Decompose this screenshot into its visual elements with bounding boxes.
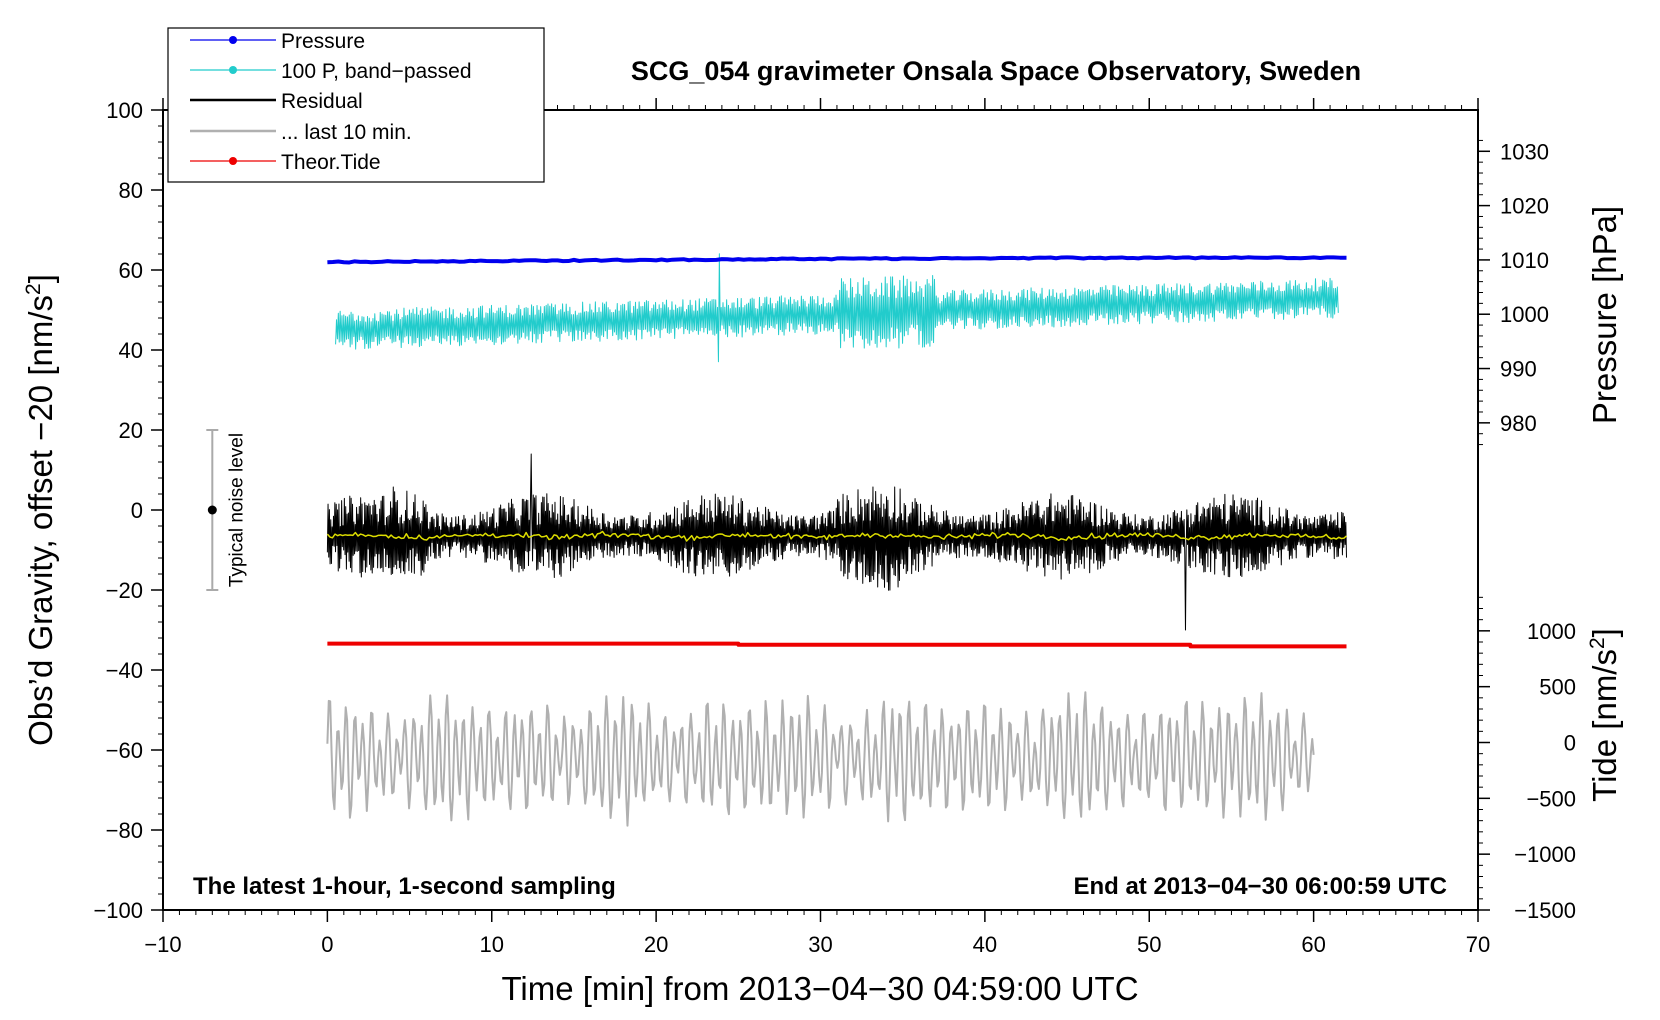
y-tick-label: 20 xyxy=(119,418,143,443)
legend-label-pressure: Pressure xyxy=(281,30,365,53)
y-tick-label: 0 xyxy=(131,498,143,523)
x-tick-label: 50 xyxy=(1137,932,1161,957)
ticks-layer: −10 0 10 20 30 40 50 60 70−100−80−60−40−20020406… xyxy=(93,98,1576,957)
x-tick-label: 70 xyxy=(1466,932,1490,957)
x-tick-label: 30 xyxy=(808,932,832,957)
annotation-bottom-right: End at 2013−04−30 06:00:59 UTC xyxy=(1073,873,1447,900)
y-tick-label: −40 xyxy=(106,658,143,683)
tide-tick-label: −1000 xyxy=(1514,842,1576,867)
x-axis-title: Time [min] from 2013−04−30 04:59:00 UTC xyxy=(501,970,1138,1007)
tide-tick-label: −1500 xyxy=(1514,898,1576,923)
y-tick-label: 100 xyxy=(106,98,143,123)
legend: Pressure 100 P, band−passed Residual ...… xyxy=(167,27,545,183)
legend-label-last-10-min: ... last 10 min. xyxy=(281,121,412,144)
series-residual-smoothed xyxy=(326,530,1347,542)
x-tick-label: 10 xyxy=(480,932,504,957)
legend-entry-last-10-min: ... last 10 min. xyxy=(190,121,412,144)
tide-tick-label: 500 xyxy=(1539,675,1576,700)
y-tick-label: −100 xyxy=(93,898,143,923)
legend-label-band-passed: 100 P, band−passed xyxy=(281,60,472,83)
tide-axis-title-close: ] xyxy=(1586,628,1623,637)
pressure-tick-label: 1000 xyxy=(1500,302,1549,327)
legend-marker-theor-tide xyxy=(229,157,237,165)
chart-title: SCG_054 gravimeter Onsala Space Observat… xyxy=(631,56,1361,86)
y-tick-label: −60 xyxy=(106,738,143,763)
legend-marker-band-passed xyxy=(229,66,237,74)
legend-entry-residual: Residual xyxy=(190,90,363,113)
y-tick-label: 40 xyxy=(119,338,143,363)
legend-entry-pressure: Pressure xyxy=(190,30,365,53)
x-tick-label: 40 xyxy=(973,932,997,957)
x-tick-label: 0 xyxy=(321,932,333,957)
series-band-passed xyxy=(335,253,1339,363)
tide-axis-title-exponent: 2 xyxy=(1586,637,1609,649)
pressure-tick-label: 1030 xyxy=(1500,139,1549,164)
x-tick-label: −10 xyxy=(144,932,181,957)
tide-axis-title: Tide [nm/s2] xyxy=(1586,628,1623,802)
noise-bar: Typical noise level xyxy=(206,429,247,591)
noise-bar-center-dot xyxy=(207,505,217,515)
series-layer xyxy=(326,253,1347,827)
pressure-axis-title: Pressure [hPa] xyxy=(1586,206,1623,424)
legend-box xyxy=(167,27,545,183)
x-tick-label: 60 xyxy=(1301,932,1325,957)
legend-marker-pressure xyxy=(229,36,237,44)
y-axis-title-main: Obs’d Gravity, offset −20 [nm/s xyxy=(22,295,59,746)
pressure-tick-label: 980 xyxy=(1500,411,1537,436)
tide-tick-label: 0 xyxy=(1564,731,1576,756)
y-tick-label: 60 xyxy=(119,258,143,283)
series-theor-tide xyxy=(327,641,1347,649)
pressure-tick-label: 1020 xyxy=(1500,194,1549,219)
legend-entry-theor-tide: Theor.Tide xyxy=(190,151,381,174)
y-tick-label: −20 xyxy=(106,578,143,603)
x-tick-label: 20 xyxy=(644,932,668,957)
y-axis-title-exponent: 2 xyxy=(22,283,45,295)
pressure-tick-label: 1010 xyxy=(1500,248,1549,273)
series-residual xyxy=(326,453,1347,631)
y-axis-title-close: ] xyxy=(22,274,59,283)
noise-label: Typical noise level xyxy=(226,433,247,587)
y-tick-label: −80 xyxy=(106,818,143,843)
y-axis-title: Obs’d Gravity, offset −20 [nm/s2] xyxy=(22,274,59,746)
tide-tick-label: −500 xyxy=(1526,786,1576,811)
series-pressure xyxy=(327,255,1347,265)
tide-tick-label: 1000 xyxy=(1527,619,1576,644)
series-last-10-min xyxy=(326,691,1315,827)
tide-axis-title-main: Tide [nm/s xyxy=(1586,649,1623,802)
annotation-bottom-left: The latest 1-hour, 1-second sampling xyxy=(193,873,616,900)
y-tick-label: 80 xyxy=(119,178,143,203)
legend-entry-band-passed: 100 P, band−passed xyxy=(190,60,472,83)
pressure-tick-label: 990 xyxy=(1500,357,1537,382)
legend-label-residual: Residual xyxy=(281,90,363,113)
legend-label-theor-tide: Theor.Tide xyxy=(281,151,381,174)
